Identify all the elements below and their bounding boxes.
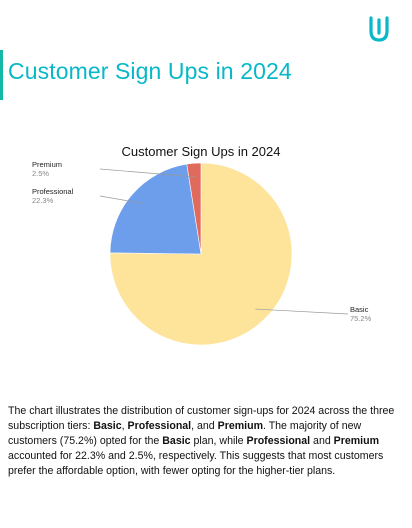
- chart-title: Customer Sign Ups in 2024: [122, 144, 281, 159]
- slice-value-professional: 22.3%: [32, 196, 54, 205]
- slice-value-premium: 2.5%: [32, 169, 49, 178]
- leader-line-professional: [99, 195, 143, 204]
- slice-label-professional: Professional: [32, 187, 74, 196]
- slice-label-premium: Premium: [32, 160, 62, 169]
- leader-line-premium: [99, 168, 195, 178]
- leader-line-basic: [255, 308, 349, 315]
- page-title: Customer Sign Ups in 2024: [8, 58, 292, 84]
- chart-description: The chart illustrates the distribution o…: [8, 405, 395, 477]
- pie-slice-basic: [109, 162, 293, 346]
- pie-slice-professional: [109, 163, 202, 255]
- udacity-u-icon: [369, 16, 389, 42]
- heading-accent-bar: [0, 50, 3, 100]
- slice-value-basic: 75.2%: [350, 314, 372, 323]
- slice-label-basic: Basic: [350, 305, 369, 314]
- pie-slice-premium: [186, 162, 202, 255]
